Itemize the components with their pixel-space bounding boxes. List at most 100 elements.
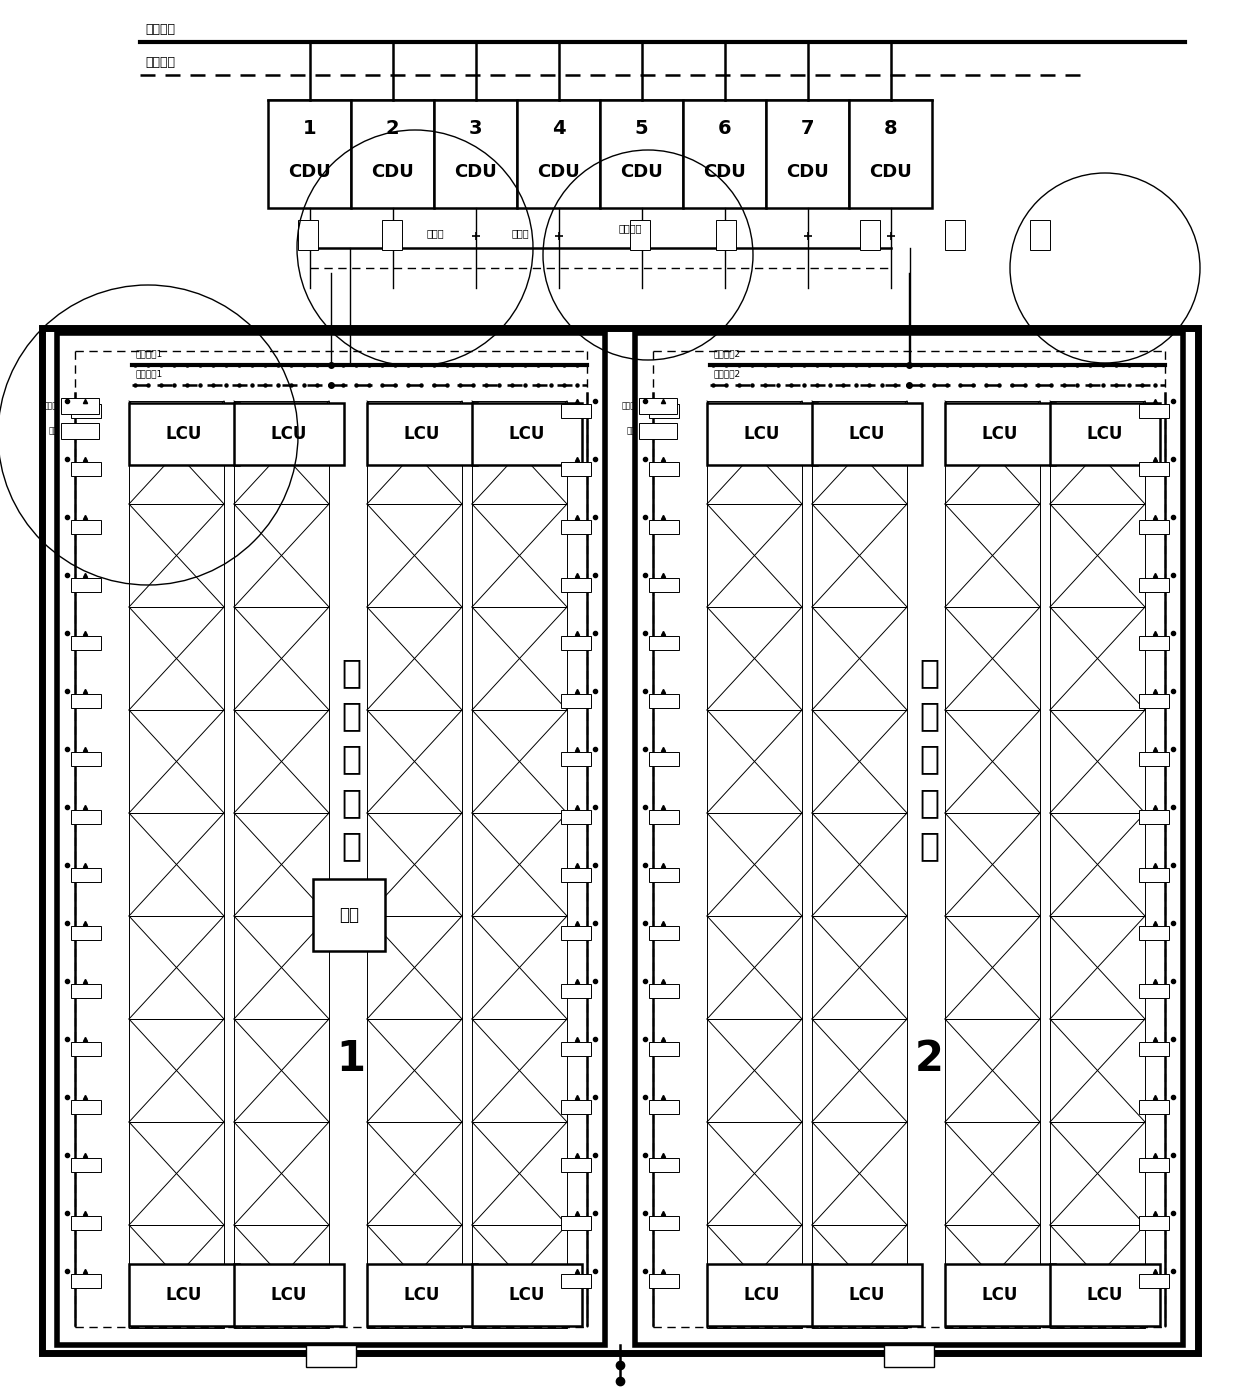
Bar bbox=[234, 1263, 343, 1326]
Bar bbox=[472, 401, 567, 504]
Bar bbox=[1140, 462, 1169, 476]
Bar bbox=[472, 1224, 567, 1328]
Bar bbox=[635, 333, 1183, 1346]
Bar bbox=[367, 1263, 477, 1326]
Bar bbox=[649, 404, 680, 418]
Bar bbox=[560, 1158, 591, 1172]
Bar bbox=[234, 1224, 329, 1328]
Text: LCU: LCU bbox=[744, 1286, 780, 1304]
Bar bbox=[71, 637, 100, 651]
Bar bbox=[367, 403, 477, 465]
Text: 电动阀: 电动阀 bbox=[622, 401, 636, 411]
Text: LCU: LCU bbox=[508, 1286, 546, 1304]
Bar bbox=[812, 403, 923, 465]
Bar bbox=[61, 398, 99, 414]
Bar bbox=[945, 917, 1040, 1020]
Text: LCU: LCU bbox=[404, 1286, 440, 1304]
Bar bbox=[560, 1275, 591, 1289]
Bar bbox=[306, 1346, 356, 1367]
Text: 1: 1 bbox=[303, 118, 316, 138]
Text: CDU: CDU bbox=[371, 163, 414, 181]
Bar bbox=[472, 403, 582, 465]
Bar bbox=[71, 404, 100, 418]
Bar bbox=[630, 220, 650, 249]
Bar bbox=[1050, 1020, 1145, 1121]
Bar bbox=[707, 814, 802, 917]
Text: 8: 8 bbox=[884, 118, 898, 138]
Text: 回水环路1: 回水环路1 bbox=[135, 369, 162, 378]
Text: CDU: CDU bbox=[703, 163, 746, 181]
Bar bbox=[945, 220, 965, 249]
Text: 3: 3 bbox=[469, 118, 482, 138]
Bar bbox=[812, 1224, 906, 1328]
Bar bbox=[1050, 1263, 1159, 1326]
Bar bbox=[683, 100, 766, 208]
Bar bbox=[129, 403, 239, 465]
Bar bbox=[649, 926, 680, 940]
Bar bbox=[312, 879, 384, 951]
Bar bbox=[707, 401, 802, 504]
Bar bbox=[1050, 403, 1159, 465]
Bar bbox=[517, 100, 600, 208]
Text: CDU: CDU bbox=[620, 163, 663, 181]
Bar bbox=[268, 100, 351, 208]
Bar bbox=[812, 401, 906, 504]
Bar bbox=[1140, 926, 1169, 940]
Bar bbox=[472, 1263, 582, 1326]
Bar bbox=[766, 100, 849, 208]
Bar bbox=[71, 1158, 100, 1172]
Text: LCU: LCU bbox=[1086, 1286, 1123, 1304]
Bar bbox=[434, 100, 517, 208]
Bar bbox=[707, 1263, 817, 1326]
Text: 4: 4 bbox=[552, 118, 565, 138]
Text: 5: 5 bbox=[635, 118, 649, 138]
Text: 冷冻供水: 冷冻供水 bbox=[145, 24, 175, 36]
Bar bbox=[560, 694, 591, 708]
Bar bbox=[560, 983, 591, 997]
Bar bbox=[234, 401, 329, 504]
Bar bbox=[639, 398, 677, 414]
Bar bbox=[707, 504, 802, 607]
Bar bbox=[1050, 607, 1145, 710]
Text: CDU: CDU bbox=[288, 163, 331, 181]
Text: LCU: LCU bbox=[166, 1286, 202, 1304]
Text: 立柱: 立柱 bbox=[339, 905, 360, 924]
Bar bbox=[129, 814, 224, 917]
Bar bbox=[1140, 1216, 1169, 1230]
Bar bbox=[1140, 1042, 1169, 1056]
Bar bbox=[649, 520, 680, 534]
Bar bbox=[234, 403, 343, 465]
Text: 6: 6 bbox=[718, 118, 732, 138]
Text: 供水环路1: 供水环路1 bbox=[135, 350, 162, 358]
Text: CDU: CDU bbox=[869, 163, 911, 181]
Text: CDU: CDU bbox=[454, 163, 497, 181]
Bar bbox=[812, 1263, 923, 1326]
Bar bbox=[129, 1020, 224, 1121]
Bar bbox=[812, 1121, 906, 1224]
Bar bbox=[649, 1275, 680, 1289]
Text: LCU: LCU bbox=[508, 425, 546, 443]
Bar bbox=[367, 401, 463, 504]
Bar bbox=[71, 868, 100, 882]
Text: 冷冻回水: 冷冻回水 bbox=[145, 56, 175, 70]
Text: CDU: CDU bbox=[537, 163, 580, 181]
Bar bbox=[1140, 1158, 1169, 1172]
Bar bbox=[1140, 983, 1169, 997]
Text: LCU: LCU bbox=[849, 425, 885, 443]
Bar bbox=[1140, 694, 1169, 708]
Text: CDU: CDU bbox=[786, 163, 828, 181]
Text: 2: 2 bbox=[915, 1038, 944, 1080]
Bar bbox=[707, 1224, 802, 1328]
Bar bbox=[945, 403, 1055, 465]
Bar bbox=[1140, 404, 1169, 418]
Bar bbox=[649, 752, 680, 766]
Bar bbox=[234, 504, 329, 607]
Bar bbox=[367, 814, 463, 917]
Bar bbox=[649, 462, 680, 476]
Bar bbox=[945, 1263, 1055, 1326]
Bar bbox=[472, 607, 567, 710]
Bar bbox=[71, 462, 100, 476]
Bar bbox=[560, 578, 591, 592]
Bar bbox=[707, 1121, 802, 1224]
Bar bbox=[707, 607, 802, 710]
